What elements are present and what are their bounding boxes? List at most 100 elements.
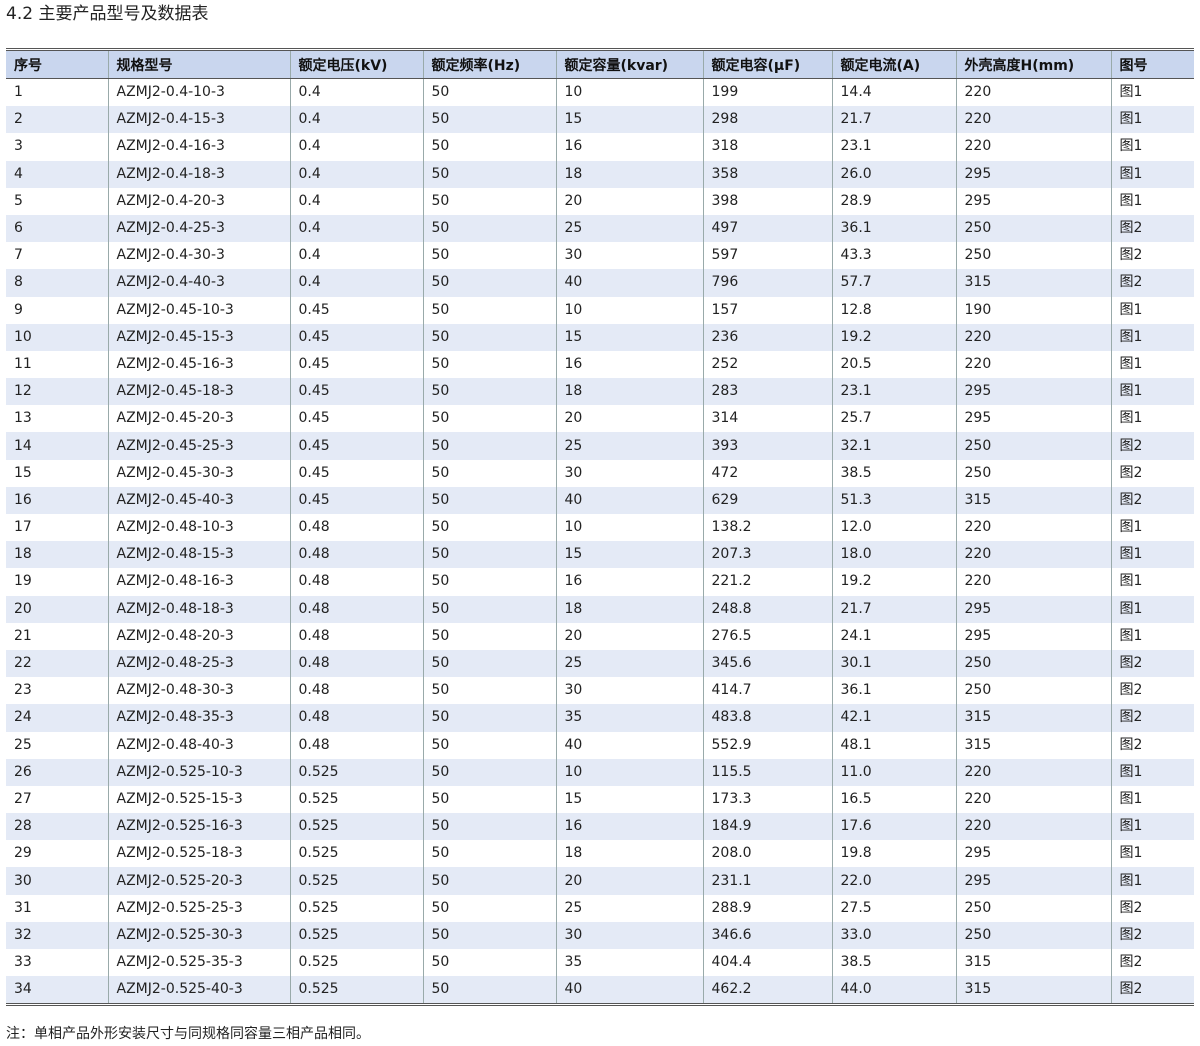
table-cell: 15 bbox=[6, 459, 109, 487]
table-cell: 40 bbox=[555, 731, 704, 759]
footnote: 注：单相产品外形安装尺寸与同规格同容量三相产品相同。 bbox=[6, 1026, 370, 1042]
table-cell: 17 bbox=[6, 514, 109, 542]
table-cell: 38.5 bbox=[831, 949, 957, 977]
table-cell: 0.48 bbox=[289, 704, 424, 732]
table-cell: 15 bbox=[555, 785, 704, 814]
table-cell: AZMJ2-0.48-30-3 bbox=[107, 677, 291, 705]
table-cell: 250 bbox=[955, 677, 1112, 705]
table-cell: 0.45 bbox=[289, 459, 424, 487]
table-cell: 0.525 bbox=[289, 894, 424, 922]
table-cell: 50 bbox=[422, 785, 557, 814]
table-cell: 315 bbox=[955, 949, 1112, 977]
table-cell: 42.1 bbox=[831, 704, 957, 732]
table-cell: 图1 bbox=[1110, 133, 1194, 161]
table-cell: 33.0 bbox=[831, 921, 957, 949]
table-cell: AZMJ2-0.45-40-3 bbox=[107, 486, 291, 514]
table-cell: 15 bbox=[555, 541, 704, 569]
table-cell: 图1 bbox=[1110, 187, 1194, 215]
table-cell: 图2 bbox=[1110, 894, 1194, 922]
table-cell: 252 bbox=[702, 350, 833, 379]
table-cell: 图2 bbox=[1110, 459, 1194, 487]
table-cell: 0.4 bbox=[289, 187, 424, 215]
table-cell: 50 bbox=[422, 486, 557, 514]
table-cell: 24 bbox=[6, 704, 109, 732]
table-cell: AZMJ2-0.45-16-3 bbox=[107, 350, 291, 379]
table-cell: 28 bbox=[6, 813, 109, 841]
table-cell: 462.2 bbox=[702, 976, 833, 1005]
table-row: 20 AZMJ2-0.48-18-3 0.48 50 18 248.8 21.7 295 图1 bbox=[6, 595, 1194, 623]
table-cell: 19.2 bbox=[831, 323, 957, 351]
table-cell: 0.45 bbox=[289, 323, 424, 351]
table-row: 5 AZMJ2-0.4-20-3 0.4 50 20 398 28.9 295 图1 bbox=[6, 187, 1194, 215]
table-cell: 图1 bbox=[1110, 622, 1194, 650]
table-cell: AZMJ2-0.45-20-3 bbox=[107, 405, 291, 433]
table-cell: 10 bbox=[6, 323, 109, 351]
column-header: 额定频率(Hz) bbox=[422, 49, 557, 79]
table-cell: 图1 bbox=[1110, 78, 1194, 107]
table-cell: 30 bbox=[555, 242, 704, 270]
table-cell: 50 bbox=[422, 459, 557, 487]
table-cell: 18 bbox=[555, 378, 704, 406]
table-cell: 图2 bbox=[1110, 704, 1194, 732]
table-cell: 50 bbox=[422, 432, 557, 460]
table-cell: 115.5 bbox=[702, 758, 833, 786]
table-cell: 295 bbox=[955, 840, 1112, 868]
table-cell: 35 bbox=[555, 949, 704, 977]
table-cell: 50 bbox=[422, 514, 557, 542]
table-row: 26 AZMJ2-0.525-10-3 0.525 50 10 115.5 11.0 220 图… bbox=[6, 758, 1194, 786]
table-cell: 16 bbox=[555, 568, 704, 596]
table-cell: 0.45 bbox=[289, 486, 424, 514]
table-cell: 图1 bbox=[1110, 514, 1194, 542]
table-cell: 图2 bbox=[1110, 432, 1194, 460]
table-row: 11 AZMJ2-0.45-16-3 0.45 50 16 252 20.5 220 图1 bbox=[6, 350, 1194, 379]
table-cell: AZMJ2-0.48-25-3 bbox=[107, 649, 291, 678]
table-cell: 10 bbox=[555, 514, 704, 542]
table-cell: 26.0 bbox=[831, 160, 957, 188]
column-header: 图号 bbox=[1110, 49, 1194, 79]
table-cell: 50 bbox=[422, 921, 557, 949]
table-cell: 20 bbox=[555, 405, 704, 433]
table-cell: AZMJ2-0.4-30-3 bbox=[107, 242, 291, 270]
table-cell: AZMJ2-0.525-10-3 bbox=[107, 758, 291, 786]
table-cell: 315 bbox=[955, 976, 1112, 1005]
table-cell: AZMJ2-0.48-16-3 bbox=[107, 568, 291, 596]
table-cell: 295 bbox=[955, 378, 1112, 406]
table-cell: 295 bbox=[955, 160, 1112, 188]
table-cell: 220 bbox=[955, 813, 1112, 841]
table-cell: 26 bbox=[6, 758, 109, 786]
table-cell: 图1 bbox=[1110, 405, 1194, 433]
table-cell: 图1 bbox=[1110, 296, 1194, 324]
table-cell: 220 bbox=[955, 758, 1112, 786]
table-cell: 50 bbox=[422, 894, 557, 922]
table-cell: 50 bbox=[422, 133, 557, 161]
table-cell: 图1 bbox=[1110, 568, 1194, 596]
table-cell: 236 bbox=[702, 323, 833, 351]
table-cell: 27.5 bbox=[831, 894, 957, 922]
column-header: 额定电容(μF) bbox=[702, 49, 833, 79]
table-cell: 20.5 bbox=[831, 350, 957, 379]
table-cell: 1 bbox=[6, 78, 109, 107]
table-cell: 497 bbox=[702, 214, 833, 243]
table-cell: 23.1 bbox=[831, 133, 957, 161]
table-cell: 0.525 bbox=[289, 758, 424, 786]
table-cell: 50 bbox=[422, 758, 557, 786]
table-cell: 50 bbox=[422, 622, 557, 650]
table-cell: 0.48 bbox=[289, 622, 424, 650]
table-row: 18 AZMJ2-0.48-15-3 0.48 50 15 207.3 18.0 220 图1 bbox=[6, 541, 1194, 569]
table-cell: 50 bbox=[422, 323, 557, 351]
table-cell: 14.4 bbox=[831, 78, 957, 107]
table-cell: 38.5 bbox=[831, 459, 957, 487]
table-cell: 0.525 bbox=[289, 813, 424, 841]
table-cell: 50 bbox=[422, 595, 557, 623]
table-cell: 图2 bbox=[1110, 949, 1194, 977]
table-row: 16 AZMJ2-0.45-40-3 0.45 50 40 629 51.3 315 图2 bbox=[6, 486, 1194, 514]
table-cell: 50 bbox=[422, 677, 557, 705]
table-cell: 21 bbox=[6, 622, 109, 650]
table-cell: AZMJ2-0.45-30-3 bbox=[107, 459, 291, 487]
table-cell: 50 bbox=[422, 378, 557, 406]
table-cell: 3 bbox=[6, 133, 109, 161]
table-cell: 10 bbox=[555, 78, 704, 107]
table-cell: 250 bbox=[955, 214, 1112, 243]
